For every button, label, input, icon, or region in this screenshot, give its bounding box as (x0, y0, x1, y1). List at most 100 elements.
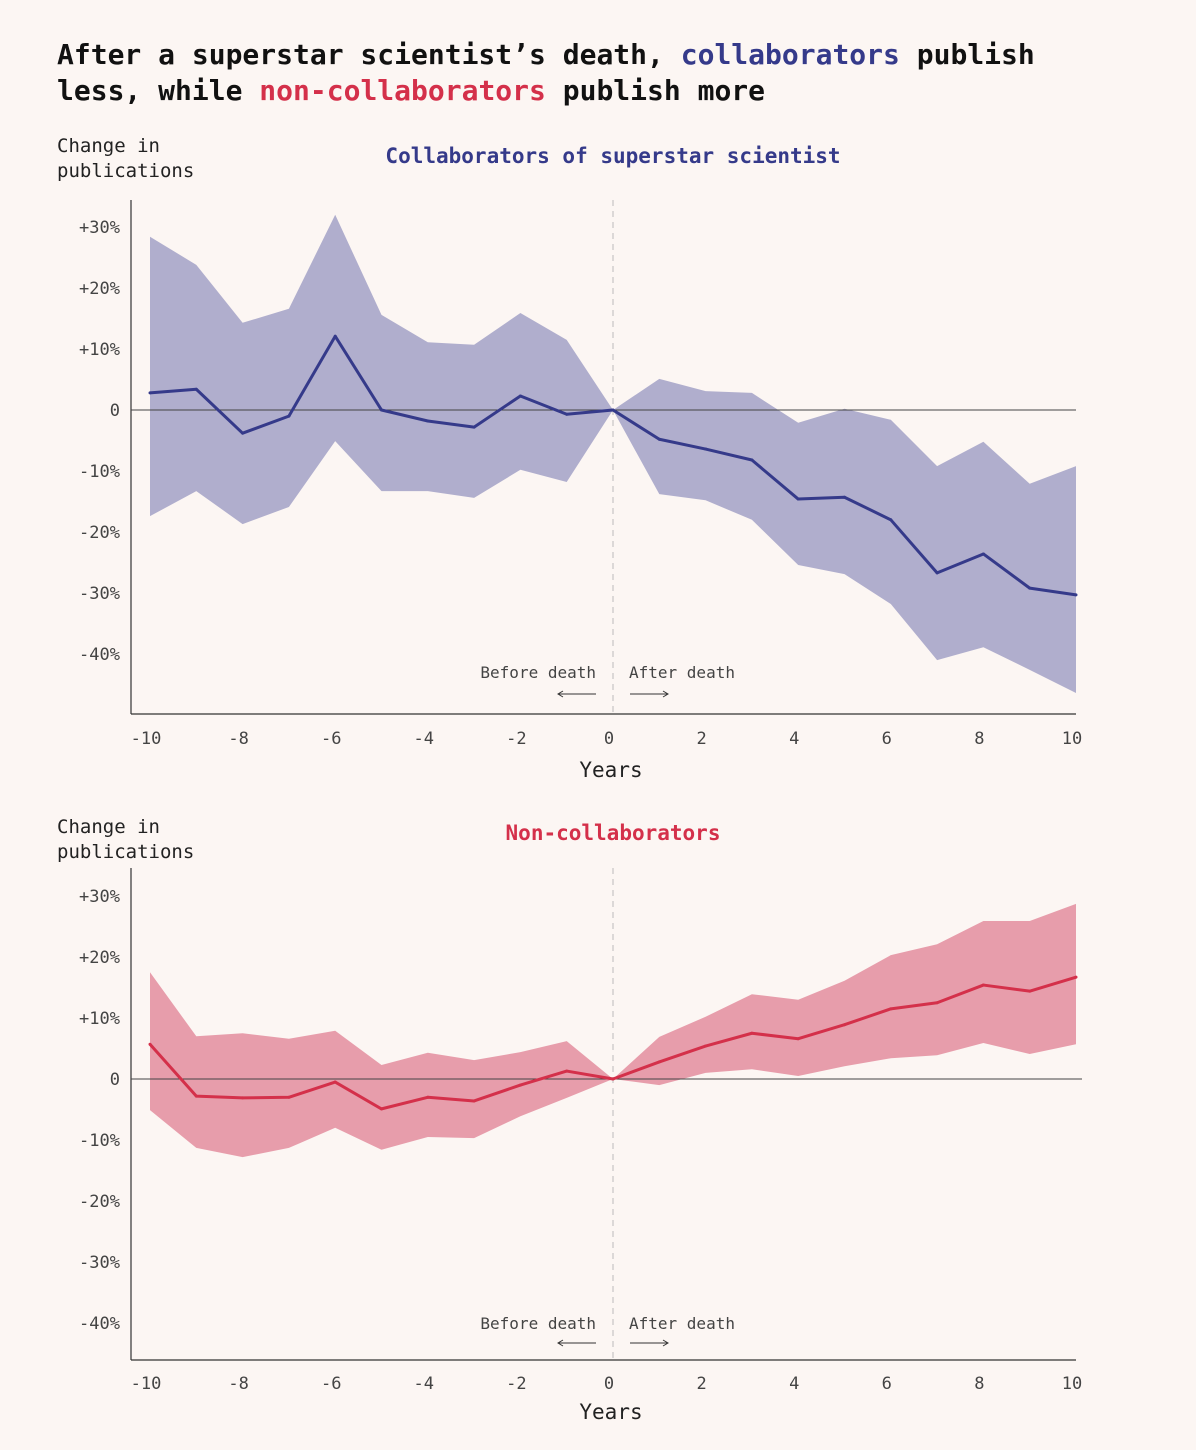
figure-title-line1: After a superstar scientist’s death, col… (57, 38, 1035, 71)
x-tick-label: -4 (414, 729, 434, 749)
y-tick-label: -40% (79, 1314, 120, 1334)
data-point (981, 552, 985, 556)
data-point (518, 1083, 522, 1087)
y-tick-label: +10% (79, 1009, 120, 1029)
data-point (935, 571, 939, 575)
x-tick-label: -8 (228, 1374, 248, 1394)
x-tick-label: -8 (228, 729, 248, 749)
y-tick-label: -20% (79, 523, 120, 543)
annotation-after-death: After death (629, 663, 735, 682)
x-tick-label: 2 (696, 729, 706, 749)
y-axis-label: publications (57, 841, 194, 863)
data-point (241, 431, 245, 435)
x-tick-label: 8 (974, 1374, 984, 1394)
x-tick-label: 6 (882, 729, 892, 749)
non-collaborators-chart: Change in publications Non-collaborators +3… (57, 816, 1082, 1424)
x-tick-label: 4 (789, 729, 799, 749)
data-point (472, 1099, 476, 1103)
data-point (704, 447, 708, 451)
data-point (194, 387, 198, 391)
data-point (1074, 593, 1078, 597)
data-point (1028, 586, 1032, 590)
arrow-left-icon (557, 690, 596, 698)
data-point (796, 1037, 800, 1041)
data-point (657, 1060, 661, 1064)
confidence-band (150, 903, 1076, 1158)
y-tick-label: +20% (79, 279, 120, 299)
x-tick-label: 4 (789, 1374, 799, 1394)
y-tick-label: -20% (79, 1192, 120, 1212)
data-point (287, 1095, 291, 1099)
y-tick-label: -30% (79, 584, 120, 604)
x-tick-label: 0 (604, 1374, 614, 1394)
y-axis-label: publications (57, 160, 194, 182)
data-point (889, 518, 893, 522)
x-tick-label: -2 (506, 1374, 526, 1394)
data-point (148, 1042, 152, 1046)
chart-subtitle: Collaborators of superstar scientist (385, 144, 840, 168)
data-point (333, 1080, 337, 1084)
data-point (981, 983, 985, 987)
x-tick-label: -6 (321, 729, 341, 749)
y-tick-label: 0 (110, 401, 120, 421)
y-tick-label: -30% (79, 1253, 120, 1273)
collaborators-chart: Change in publications Collaborators of su… (57, 135, 1082, 782)
title-text: less, while (57, 74, 259, 107)
data-point (333, 334, 337, 338)
y-tick-label: +30% (79, 218, 120, 238)
arrow-right-icon (630, 690, 669, 698)
x-tick-label: -2 (506, 729, 526, 749)
arrow-left-icon (557, 1339, 596, 1347)
confidence-band (150, 214, 1076, 694)
x-tick-label: 10 (1062, 729, 1082, 749)
y-tick-label: -40% (79, 645, 120, 665)
y-axis-label: Change in (57, 816, 160, 838)
data-point (426, 1095, 430, 1099)
x-tick-label: -10 (131, 1374, 162, 1394)
data-point (796, 497, 800, 501)
title-highlight-non-collaborators: non-collaborators (259, 74, 546, 107)
annotation-after-death: After death (629, 1314, 735, 1333)
x-tick-label: -6 (321, 1374, 341, 1394)
x-axis-label: Years (579, 758, 642, 782)
y-tick-label: +30% (79, 887, 120, 907)
data-point (148, 391, 152, 395)
annotation-before-death: Before death (480, 1314, 596, 1333)
data-point (750, 1031, 754, 1035)
y-tick-label: -10% (79, 462, 120, 482)
title-text: publish (900, 38, 1035, 71)
title-text: publish more (546, 74, 765, 107)
y-tick-label: -10% (79, 1131, 120, 1151)
x-tick-label: -10 (131, 729, 162, 749)
data-point (657, 437, 661, 441)
data-point (518, 394, 522, 398)
chart-subtitle: Non-collaborators (506, 821, 721, 845)
data-point (380, 1107, 383, 1111)
data-point (1074, 975, 1078, 979)
data-point (611, 1077, 615, 1081)
x-tick-label: 6 (882, 1374, 892, 1394)
x-tick-label: 2 (696, 1374, 706, 1394)
data-point (472, 425, 476, 429)
y-tick-label: 0 (110, 1070, 120, 1090)
x-tick-label: 0 (604, 729, 614, 749)
y-tick-label: +10% (79, 340, 120, 360)
x-axis-label: Years (579, 1400, 642, 1424)
data-point (380, 408, 383, 412)
title-text: After a superstar scientist’s death, (57, 38, 681, 71)
x-tick-label: 10 (1062, 1374, 1082, 1394)
data-point (889, 1007, 893, 1011)
data-point (565, 1069, 569, 1073)
y-axis-label: Change in (57, 135, 160, 157)
data-point (565, 412, 569, 416)
data-point (750, 458, 754, 462)
y-tick-label: +20% (79, 948, 120, 968)
annotation-before-death: Before death (480, 663, 596, 682)
data-point (843, 1023, 846, 1027)
data-point (426, 419, 430, 423)
x-tick-label: -4 (414, 1374, 434, 1394)
data-point (935, 1001, 939, 1005)
data-point (241, 1096, 245, 1100)
data-point (287, 414, 291, 418)
